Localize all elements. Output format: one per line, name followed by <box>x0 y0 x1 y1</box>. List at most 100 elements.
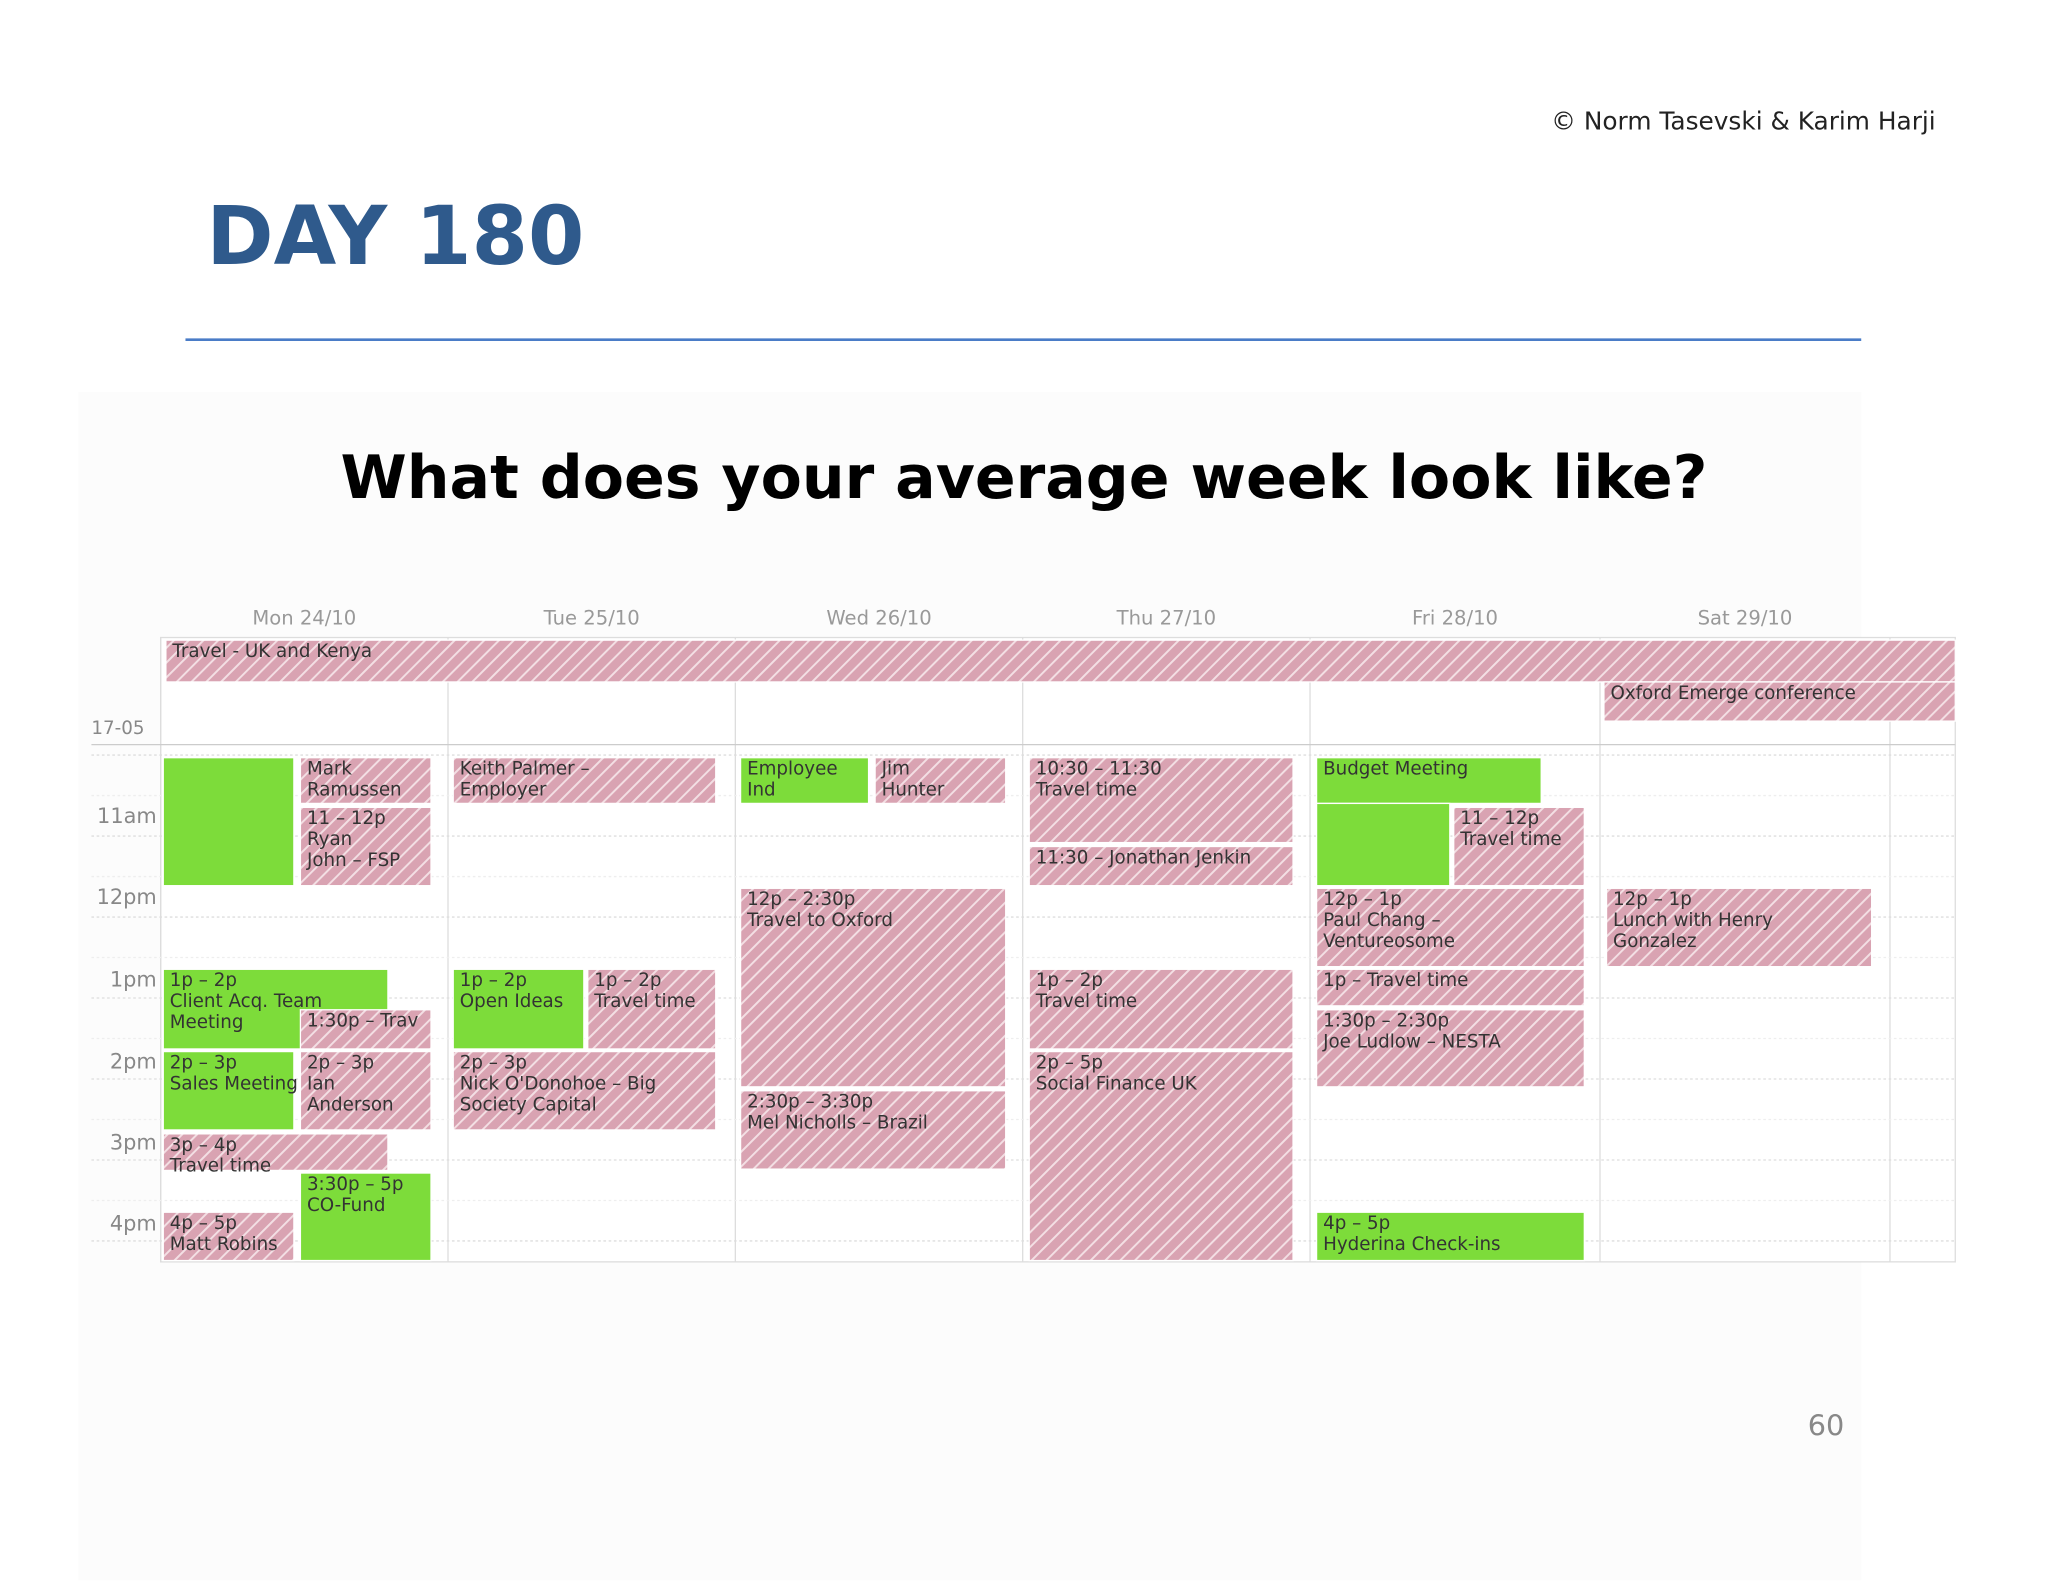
day-header: Fri 28/10 <box>1412 606 1498 629</box>
event-block <box>162 757 295 887</box>
event-line: Keith Palmer – <box>460 758 590 779</box>
event-block <box>165 639 1956 683</box>
event-line: 2p – 3p <box>170 1052 237 1073</box>
event-block <box>1028 968 1294 1050</box>
event-block <box>162 1050 295 1131</box>
event-block <box>1605 887 1873 968</box>
event-line: Ian <box>307 1073 335 1094</box>
event-line: Employee <box>747 758 837 779</box>
event-line: 1:30p – Trav <box>307 1010 419 1031</box>
event-block <box>1028 1050 1294 1262</box>
event-line: Jim <box>881 758 910 779</box>
event-text: 12p – 2:30p Travel to Oxford <box>746 889 893 931</box>
event-block <box>1315 1211 1585 1262</box>
event-block <box>874 757 1007 805</box>
event-line: 2p – 3p <box>460 1052 527 1073</box>
event-line: Paul Chang – <box>1323 910 1440 931</box>
event-block <box>1453 806 1585 887</box>
event-line: Travel time <box>1459 829 1561 850</box>
event-block <box>739 757 870 805</box>
event-line: 2p – 3p <box>307 1052 374 1073</box>
event-text: Oxford Emerge conference <box>1610 683 1855 704</box>
event-text: 4p – 5p Hyderina Check-ins <box>1323 1213 1500 1255</box>
event-line: Open Ideas <box>460 991 564 1012</box>
event-line: 4p – 5p <box>1323 1213 1390 1234</box>
hour-label: 4pm <box>110 1212 157 1236</box>
event-block <box>452 968 585 1050</box>
event-line: 1:30p – 2:30p <box>1323 1010 1449 1031</box>
event-line: Matt Robins <box>170 1234 278 1255</box>
event-text: 11:30 – Jonathan Jenkin <box>1036 847 1251 868</box>
event-block <box>1315 802 1451 887</box>
event-text: 1p – 2p Client Acq. Team Meeting <box>170 970 322 1033</box>
event-line: Meeting <box>170 1012 244 1033</box>
event-line: 11 – 12p <box>1460 808 1539 829</box>
event-line: 3:30p – 5p <box>307 1174 404 1195</box>
hour-label: 3pm <box>110 1131 157 1155</box>
event-text: Travel - UK and Kenya <box>171 641 372 662</box>
day-header: Thu 27/10 <box>1116 606 1216 629</box>
hour-label: 12pm <box>97 885 157 909</box>
event-line: Lunch with Henry <box>1613 910 1773 931</box>
event-line: Nick O'Donohoe – Big <box>460 1073 657 1094</box>
slide-title: DAY 180 <box>206 190 584 284</box>
hour-label: 2pm <box>110 1050 157 1074</box>
event-line: 1p – 2p <box>1036 970 1103 991</box>
event-text: 2p – 3p Nick O'Donohoe – Big Society Capit… <box>460 1052 657 1115</box>
event-block <box>162 1211 295 1262</box>
event-line: 1p – 2p <box>170 970 237 991</box>
event-line: 1p – 2p <box>460 970 527 991</box>
event-text: Employee Ind <box>747 758 837 800</box>
copyright: © Norm Tasevski & Karim Harji <box>1551 106 1936 135</box>
event-block <box>587 968 717 1050</box>
event-block <box>299 806 432 887</box>
event-text: 1p – Travel time <box>1323 970 1468 991</box>
event-line: Travel time <box>1035 779 1137 800</box>
event-text: 2:30p – 3:30p Mel Nicholls – Brazil <box>747 1091 928 1133</box>
event-line: John – FSP <box>306 850 400 871</box>
event-block <box>739 887 1007 1088</box>
event-line: CO-Fund <box>307 1195 386 1216</box>
event-block <box>162 1133 389 1172</box>
event-line: 12p – 1p <box>1323 889 1402 910</box>
event-text: 3:30p – 5p CO-Fund <box>307 1174 404 1216</box>
calendar: Mon 24/10 Tue 25/10 Wed 26/10 Thu 27/10 Fri … <box>91 606 1956 1263</box>
event-line: 12p – 2:30p <box>747 889 855 910</box>
event-text: 4p – 5p Matt Robins <box>170 1213 278 1255</box>
event-line: Travel time <box>593 991 695 1012</box>
event-line: Ind <box>747 779 776 800</box>
event-block <box>1028 845 1294 887</box>
event-text: 1:30p – Trav <box>307 1010 419 1031</box>
event-text: 12p – 1p Lunch with Henry Gonzalez <box>1613 889 1773 952</box>
event-text: Keith Palmer – Employer <box>460 758 590 800</box>
event-text: 1p – 2p Open Ideas <box>460 970 564 1012</box>
event-text: 2p – 3p Sales Meeting <box>170 1052 298 1094</box>
event-text: 12p – 1p Paul Chang – Ventureosome <box>1323 889 1455 952</box>
event-line: Society Capital <box>460 1094 597 1115</box>
event-text: 2p – 3p Ian Anderson <box>307 1052 394 1115</box>
event-text: 1p – 2p Travel time <box>593 970 695 1012</box>
event-line: Client Acq. Team <box>170 991 322 1012</box>
event-block <box>299 1009 432 1050</box>
event-line: Hyderina Check-ins <box>1323 1234 1500 1255</box>
event-block <box>452 757 717 805</box>
question: What does your average week look like? <box>341 443 1708 513</box>
event-line: Employer <box>460 779 547 800</box>
event-line: Mark <box>307 758 352 779</box>
event-text: Jim Hunter <box>881 758 945 800</box>
event-block <box>1315 1009 1585 1088</box>
event-line: Ryan <box>307 829 352 850</box>
allday-label: 17-05 <box>91 718 144 739</box>
event-line: Hunter <box>882 779 945 800</box>
event-block <box>299 1050 432 1131</box>
event-line: 4p – 5p <box>170 1213 237 1234</box>
event-line: Travel time <box>169 1155 271 1176</box>
event-block <box>299 757 432 805</box>
event-line: 3p – 4p <box>170 1135 237 1156</box>
event-text: 1:30p – 2:30p Joe Ludlow – NESTA <box>1322 1010 1501 1052</box>
event-line: 2p – 5p <box>1036 1052 1103 1073</box>
event-text: 10:30 – 11:30 Travel time <box>1035 758 1162 800</box>
event-line: Oxford Emerge conference <box>1610 683 1855 704</box>
event-line: Budget Meeting <box>1323 758 1468 779</box>
page-number: 60 <box>1808 1409 1845 1443</box>
